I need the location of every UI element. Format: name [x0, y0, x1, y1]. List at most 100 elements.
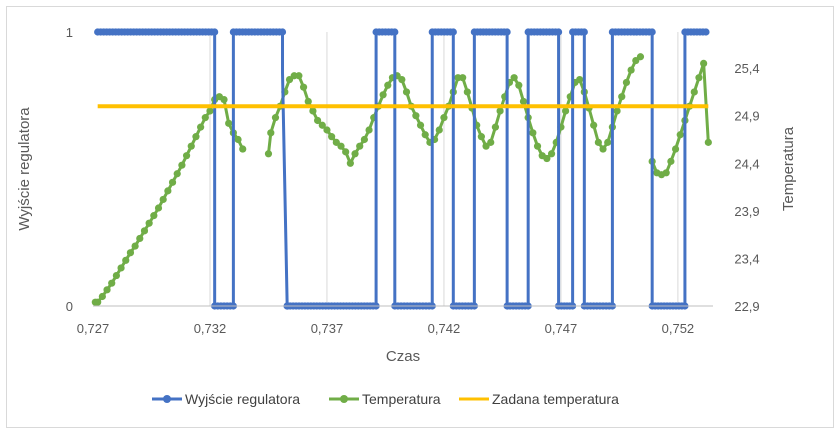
- data-point: [220, 95, 228, 104]
- data-point: [264, 150, 273, 158]
- series-line: [95, 95, 245, 304]
- data-point: [131, 242, 139, 250]
- legend-item-temperatura: Temperatura: [329, 391, 441, 407]
- data-point: [140, 227, 149, 235]
- data-point: [515, 81, 523, 89]
- data-point: [671, 145, 680, 153]
- data-point: [126, 249, 135, 257]
- x-axis-title: Czas: [386, 348, 420, 365]
- data-point: [164, 187, 172, 195]
- data-point: [618, 93, 626, 101]
- data-point: [402, 88, 411, 96]
- data-point: [346, 159, 354, 167]
- data-point: [379, 91, 387, 99]
- data-point: [159, 195, 167, 204]
- data-point: [178, 161, 186, 169]
- y-left-axis-title: Wyjście regulatora: [16, 107, 33, 231]
- data-point: [676, 131, 684, 139]
- data-point: [309, 107, 317, 115]
- data-point: [351, 150, 359, 158]
- legend-swatch-marker: [340, 395, 348, 403]
- data-point: [154, 204, 163, 212]
- data-point: [356, 142, 364, 150]
- data-point: [594, 138, 602, 146]
- data-point: [328, 133, 336, 141]
- x-tick-label: 0,727: [77, 321, 110, 336]
- data-point: [295, 72, 303, 80]
- data-point: [702, 28, 710, 36]
- data-point: [459, 74, 467, 82]
- data-point: [604, 138, 612, 146]
- data-point: [440, 114, 448, 122]
- data-point: [239, 145, 247, 153]
- data-point: [323, 126, 331, 134]
- y-right-tick-label: 25,4: [734, 61, 759, 76]
- data-point: [225, 119, 233, 127]
- y-left-tick-label: 0: [66, 299, 73, 314]
- data-point: [168, 178, 177, 186]
- data-point: [519, 97, 528, 106]
- data-point: [627, 66, 635, 74]
- data-point: [690, 88, 698, 96]
- y-left-tick-labels: 01: [66, 25, 73, 314]
- legend-label: Temperatura: [362, 391, 441, 407]
- data-point: [667, 157, 675, 165]
- axes: 0,727 0,732 0,737 0,742 0,747 0,752 01 22,923…: [16, 25, 797, 365]
- data-point: [449, 28, 457, 36]
- data-point: [206, 107, 214, 115]
- data-point: [704, 138, 712, 146]
- data-point: [211, 28, 219, 36]
- data-point: [700, 59, 708, 67]
- y-right-tick-label: 22,9: [734, 299, 759, 314]
- data-point: [503, 28, 511, 36]
- data-point: [122, 256, 130, 264]
- data-point: [271, 114, 280, 122]
- y-right-tick-labels: 22,9 23,4 23,9 24,4 24,9 25,4: [734, 61, 759, 314]
- data-point: [384, 81, 392, 89]
- data-point: [580, 28, 588, 36]
- x-tick-label: 0,732: [194, 321, 227, 336]
- data-point: [510, 74, 518, 82]
- data-point: [487, 138, 495, 146]
- data-point: [337, 142, 345, 150]
- data-point: [98, 292, 106, 301]
- data-point: [622, 78, 631, 87]
- data-point: [136, 234, 144, 243]
- y-left-tick-label: 1: [66, 25, 73, 40]
- x-tick-label: 0,747: [545, 321, 578, 336]
- data-point: [547, 150, 556, 158]
- data-point: [590, 121, 598, 129]
- data-point: [94, 298, 102, 306]
- data-point: [201, 114, 209, 122]
- data-point: [342, 148, 350, 156]
- data-point: [299, 83, 308, 91]
- data-point: [391, 28, 399, 36]
- data-point: [278, 28, 287, 36]
- data-point: [648, 28, 656, 36]
- gridlines: [209, 32, 679, 306]
- data-point: [636, 53, 645, 61]
- data-point: [150, 212, 158, 220]
- data-point: [234, 135, 242, 144]
- data-point: [173, 170, 181, 178]
- series-temperatura: [648, 59, 712, 179]
- data-point: [145, 219, 153, 227]
- series-line: [97, 30, 706, 308]
- data-point: [117, 264, 125, 272]
- data-point: [318, 121, 326, 129]
- data-point: [695, 74, 703, 82]
- data-point: [182, 152, 191, 160]
- data-point: [613, 107, 621, 115]
- data-point: [197, 123, 205, 131]
- y-right-tick-label: 23,9: [734, 204, 759, 219]
- data-point: [491, 123, 500, 131]
- legend-label: Wyjście regulatora: [185, 391, 300, 407]
- data-point: [360, 135, 368, 144]
- data-point: [412, 112, 420, 120]
- legend-item-wyjscie-regulatora: Wyjście regulatora: [152, 391, 300, 407]
- data-point: [416, 121, 425, 129]
- data-point: [365, 126, 373, 134]
- data-point: [421, 131, 429, 139]
- y-right-tick-label: 24,4: [734, 156, 759, 171]
